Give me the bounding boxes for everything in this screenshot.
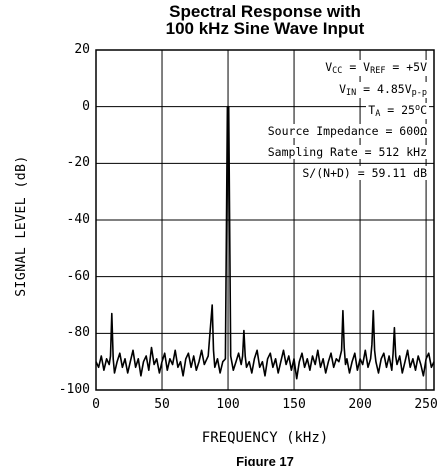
annotation-ta: TA = 25oC [366,103,429,119]
y-tick-label: -60 [66,268,90,284]
figure-caption: Figure 17 [236,454,294,466]
x-tick-label: 250 [414,397,438,412]
annotation-sampling-rate: Sampling Rate = 512 kHz [265,145,429,159]
y-tick-label: 0 [82,98,90,114]
x-tick-label: 0 [92,397,100,412]
y-tick-label: 20 [74,42,90,57]
x-tick-label: 100 [216,397,240,412]
chart-title-line-1: Spectral Response with [169,2,361,21]
y-tick-label: -100 [58,382,90,397]
annotation-vin: VIN = 4.85Vp-p [337,82,429,98]
chart-title-line-2: 100 kHz Sine Wave Input [165,19,365,38]
y-axis-label: SIGNAL LEVEL (dB) [14,155,29,297]
x-tick-label: 50 [154,397,170,412]
annotation-source-impedance: Source Impedance = 600Ω [265,124,429,138]
y-tick-label: -40 [66,212,90,227]
y-tick-label: -80 [66,325,90,341]
annotation-snr: S/(N+D) = 59.11 dB [300,166,429,180]
annotation-vcc: VCC = VREF = +5V [323,60,429,76]
x-tick-label: 200 [348,397,372,412]
x-tick-label: 150 [282,397,306,412]
plot-frame [95,49,435,391]
y-tick-label: -20 [66,155,90,171]
x-axis-label: FREQUENCY (kHz) [201,430,329,446]
spectrum-series-line-0 [95,105,435,380]
